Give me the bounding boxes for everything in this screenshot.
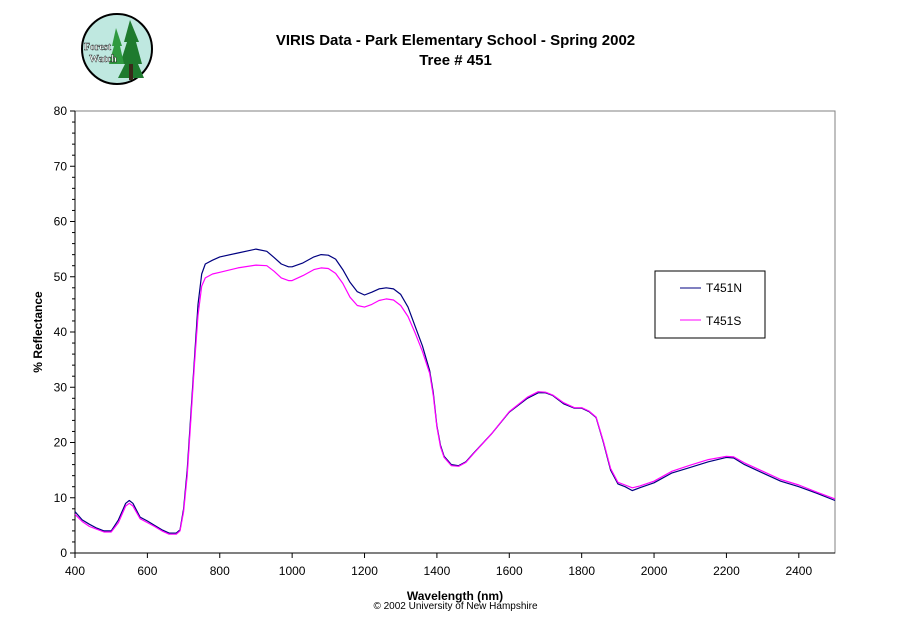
x-axis-label: Wavelength (nm) bbox=[407, 589, 503, 603]
x-tick-label: 1400 bbox=[424, 564, 451, 578]
legend-label-t451n: T451N bbox=[706, 281, 742, 295]
forest-watch-logo: Forest Watch bbox=[81, 13, 153, 85]
x-tick-label: 600 bbox=[137, 564, 157, 578]
series-line-t451n bbox=[74, 248, 836, 534]
y-tick-label: 30 bbox=[54, 380, 68, 394]
y-tick-label: 70 bbox=[54, 159, 68, 173]
x-tick-label: 2000 bbox=[641, 564, 668, 578]
series-layer bbox=[74, 248, 836, 535]
x-tick-label: 800 bbox=[210, 564, 230, 578]
y-tick-label: 60 bbox=[54, 215, 68, 229]
y-tick-label: 80 bbox=[54, 104, 68, 118]
svg-text:Watch: Watch bbox=[89, 54, 117, 65]
y-tick-label: 20 bbox=[54, 436, 68, 450]
x-axis: 400 600 800 1000 1200 1400 1600 1800 2000 2200 240… bbox=[65, 552, 835, 578]
y-tick-label: 10 bbox=[54, 491, 68, 505]
y-axis-label: % Reflectance bbox=[31, 291, 45, 373]
y-tick-label: 0 bbox=[60, 546, 67, 560]
x-tick-label: 1000 bbox=[279, 564, 306, 578]
legend-label-t451s: T451S bbox=[706, 314, 741, 328]
chart-title: VIRIS Data - Park Elementary School - Sp… bbox=[275, 32, 636, 49]
legend-box bbox=[654, 270, 766, 339]
chart-subtitle: Tree # 451 bbox=[419, 52, 492, 69]
y-tick-label: 50 bbox=[54, 270, 68, 284]
x-tick-label: 1600 bbox=[496, 564, 523, 578]
x-tick-label: 2400 bbox=[785, 564, 812, 578]
copyright-notice: © 2002 University of New Hampshire bbox=[373, 601, 538, 612]
legend: T451N T451S bbox=[654, 270, 766, 339]
y-tick-label: 40 bbox=[54, 325, 68, 339]
x-tick-label: 400 bbox=[65, 564, 85, 578]
x-tick-label: 1200 bbox=[351, 564, 378, 578]
svg-text:Forest: Forest bbox=[84, 42, 112, 53]
series-line-t451s bbox=[74, 264, 836, 535]
x-tick-label: 1800 bbox=[568, 564, 595, 578]
x-tick-label: 2200 bbox=[713, 564, 740, 578]
y-axis: 0 10 20 30 40 50 60 70 80 bbox=[54, 104, 76, 560]
